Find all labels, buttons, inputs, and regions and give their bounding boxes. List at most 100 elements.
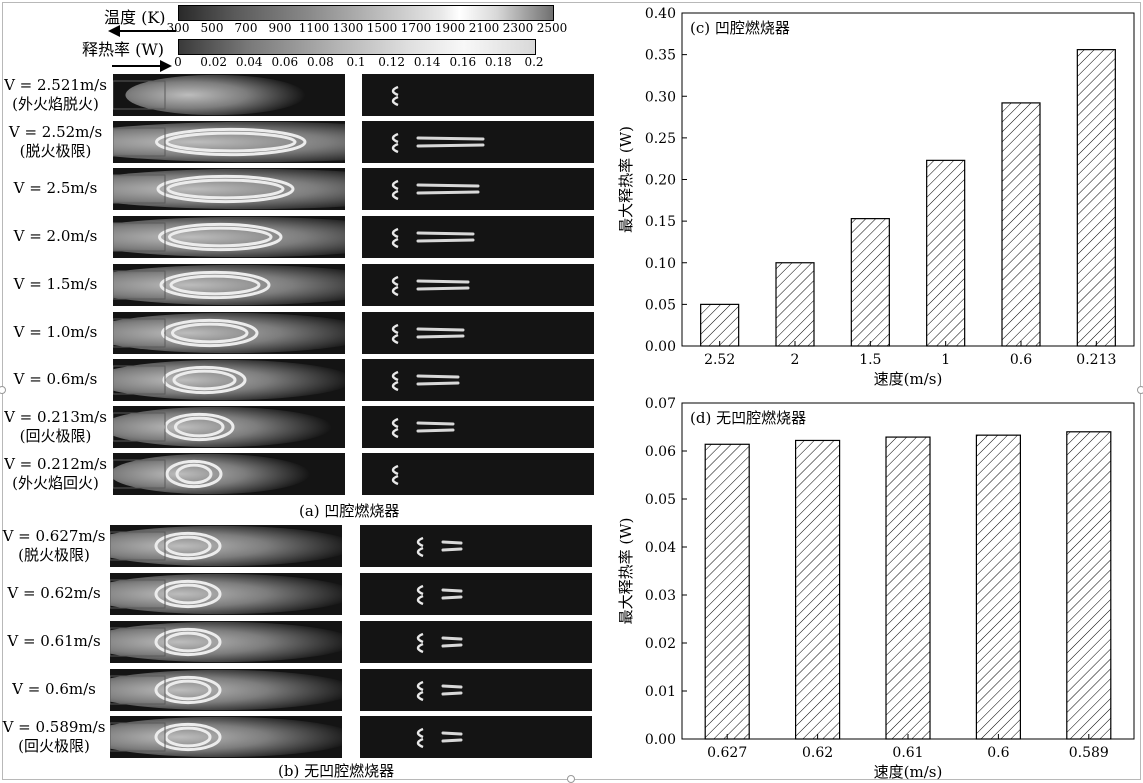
heat-release-contour [362,312,594,354]
temperature-contour [110,573,342,615]
y-axis-label: 最大释热率 (W) [617,126,635,233]
y-tick-label: 0.00 [645,339,676,355]
velocity-label: V = 2.52m/s (脱火极限) [0,123,111,161]
bar-chart-c: 0.00 0.05 0.10 0.15 0.20 0.25 0.30 0.35 0.40 2.52… [617,6,1135,388]
y-tick-label: 0.06 [645,444,676,460]
colorbar-tick-label: 1500 [366,21,398,35]
y-tick-label: 0.02 [645,636,676,652]
temperature-contour [113,216,345,258]
colorbar-tick-label: 0.06 [271,55,299,69]
bar [700,303,740,347]
bar [775,262,815,347]
bar [850,218,890,347]
temperature-colorbar-ticks: 300 500 700 900 1100 1300 1500 1700 1900 2100 2300… [167,21,568,35]
velocity-label: V = 1.0m/s [0,323,111,342]
resize-handle-left[interactable] [0,386,6,394]
heat-release-contour [360,573,592,615]
heat-release-colorbar-ticks: 0 0.02 0.04 0.06 0.08 0.1 0.12 0.14 0.16 0.18 0.2 [174,55,543,69]
heat-release-contour [360,716,592,758]
velocity-value: V = 0.62m/s [7,584,101,602]
x-tick-label: 1 [941,352,950,368]
velocity-label: V = 0.61m/s [0,632,108,651]
velocity-value: V = 2.5m/s [13,179,98,197]
bar [795,439,841,740]
velocity-note: (回火极限) [18,737,90,755]
x-tick-label: 2.52 [704,352,735,368]
velocity-label: V = 2.5m/s [0,179,111,198]
colorbar-tick-label: 0 [174,55,182,69]
bar [1066,431,1112,740]
temperature-contour [113,168,345,210]
temperature-contour [110,716,342,758]
temperature-contour [113,359,345,401]
chart-title: (c) 凹腔燃烧器 [690,19,790,37]
bar [975,434,1021,740]
velocity-value: V = 0.213m/s [4,408,107,426]
colorbar-tick-label: 0.18 [485,55,512,69]
velocity-value: V = 2.0m/s [13,227,98,245]
heat-release-colorbar [178,39,536,55]
y-tick-label: 0.30 [645,89,676,105]
left-arrow-icon [108,25,176,37]
plot-frame [681,12,1135,347]
velocity-value: V = 0.6m/s [12,680,96,698]
bar [704,443,750,740]
y-tick-label: 0.07 [645,396,676,412]
bar [1076,49,1116,347]
colorbar-tick-label: 0.2 [524,55,544,69]
x-axis-label: 速度(m/s) [874,370,943,388]
x-tick-label: 0.62 [802,745,833,761]
velocity-label: V = 1.5m/s [0,275,111,294]
velocity-value: V = 0.627m/s [2,527,106,545]
bar [1001,102,1041,347]
panel-b-caption: (b) 无凹腔燃烧器 [278,762,395,780]
x-tick-label: 0.6 [987,745,1009,761]
velocity-note: (外火焰回火) [12,474,99,492]
heat-release-contour [362,74,594,116]
velocity-label: V = 2.0m/s [0,227,111,246]
temperature-contour [113,74,345,116]
colorbar-tick-label: 2300 [502,21,534,35]
colorbar-tick-label: 0.08 [307,55,334,69]
velocity-value: V = 0.212m/s [4,455,107,473]
heat-release-contour [362,168,594,210]
panel-a-caption: (a) 凹腔燃烧器 [299,502,400,520]
heat-release-contour [362,406,594,448]
velocity-value: V = 0.61m/s [7,632,101,650]
temperature-colorbar [178,5,554,21]
velocity-value: V = 2.52m/s [8,123,103,141]
colorbar-tick-label: 1900 [434,21,466,35]
heat-release-contour [362,453,594,495]
colorbar-tick-label: 0.02 [200,55,227,69]
velocity-label: V = 2.521m/s (外火焰脱火) [0,76,111,114]
colorbar-tick-label: 1700 [400,21,432,35]
x-tick-label: 0.589 [1069,745,1109,761]
colorbar-tick-label: 1300 [332,21,364,35]
y-tick-label: 0.04 [645,540,676,556]
temperature-contour [113,406,345,448]
velocity-note: (脱火极限) [18,546,90,564]
y-tick-label: 0.05 [645,492,676,508]
heat-release-contour [360,525,592,567]
colorbar-tick-label: 700 [234,21,258,35]
velocity-label: V = 0.6m/s [0,680,108,699]
colorbar-tick-label: 1100 [298,21,330,35]
temperature-contour [113,312,345,354]
y-tick-label: 0.20 [645,173,676,189]
colorbar-tick-label: 0.12 [378,55,405,69]
heat-release-contour [360,669,592,711]
resize-handle-right[interactable] [1137,386,1143,394]
colorbar-tick-label: 0.04 [235,55,263,69]
velocity-label: V = 0.212m/s (外火焰回火) [0,455,111,493]
x-tick-label: 0.213 [1076,352,1116,368]
velocity-label: V = 0.589m/s (回火极限) [0,718,108,756]
y-tick-label: 0.01 [645,684,676,700]
heat-release-colorbar-label: 释热率 (W) [82,40,165,59]
colorbar-tick-label: 0.1 [346,55,366,69]
temperature-contour [113,121,345,163]
velocity-note: (脱火极限) [19,142,92,160]
temperature-contour [110,669,342,711]
colorbar-tick-label: 0.16 [449,55,477,69]
velocity-value: V = 2.521m/s [4,76,107,94]
temperature-contour [113,264,345,306]
